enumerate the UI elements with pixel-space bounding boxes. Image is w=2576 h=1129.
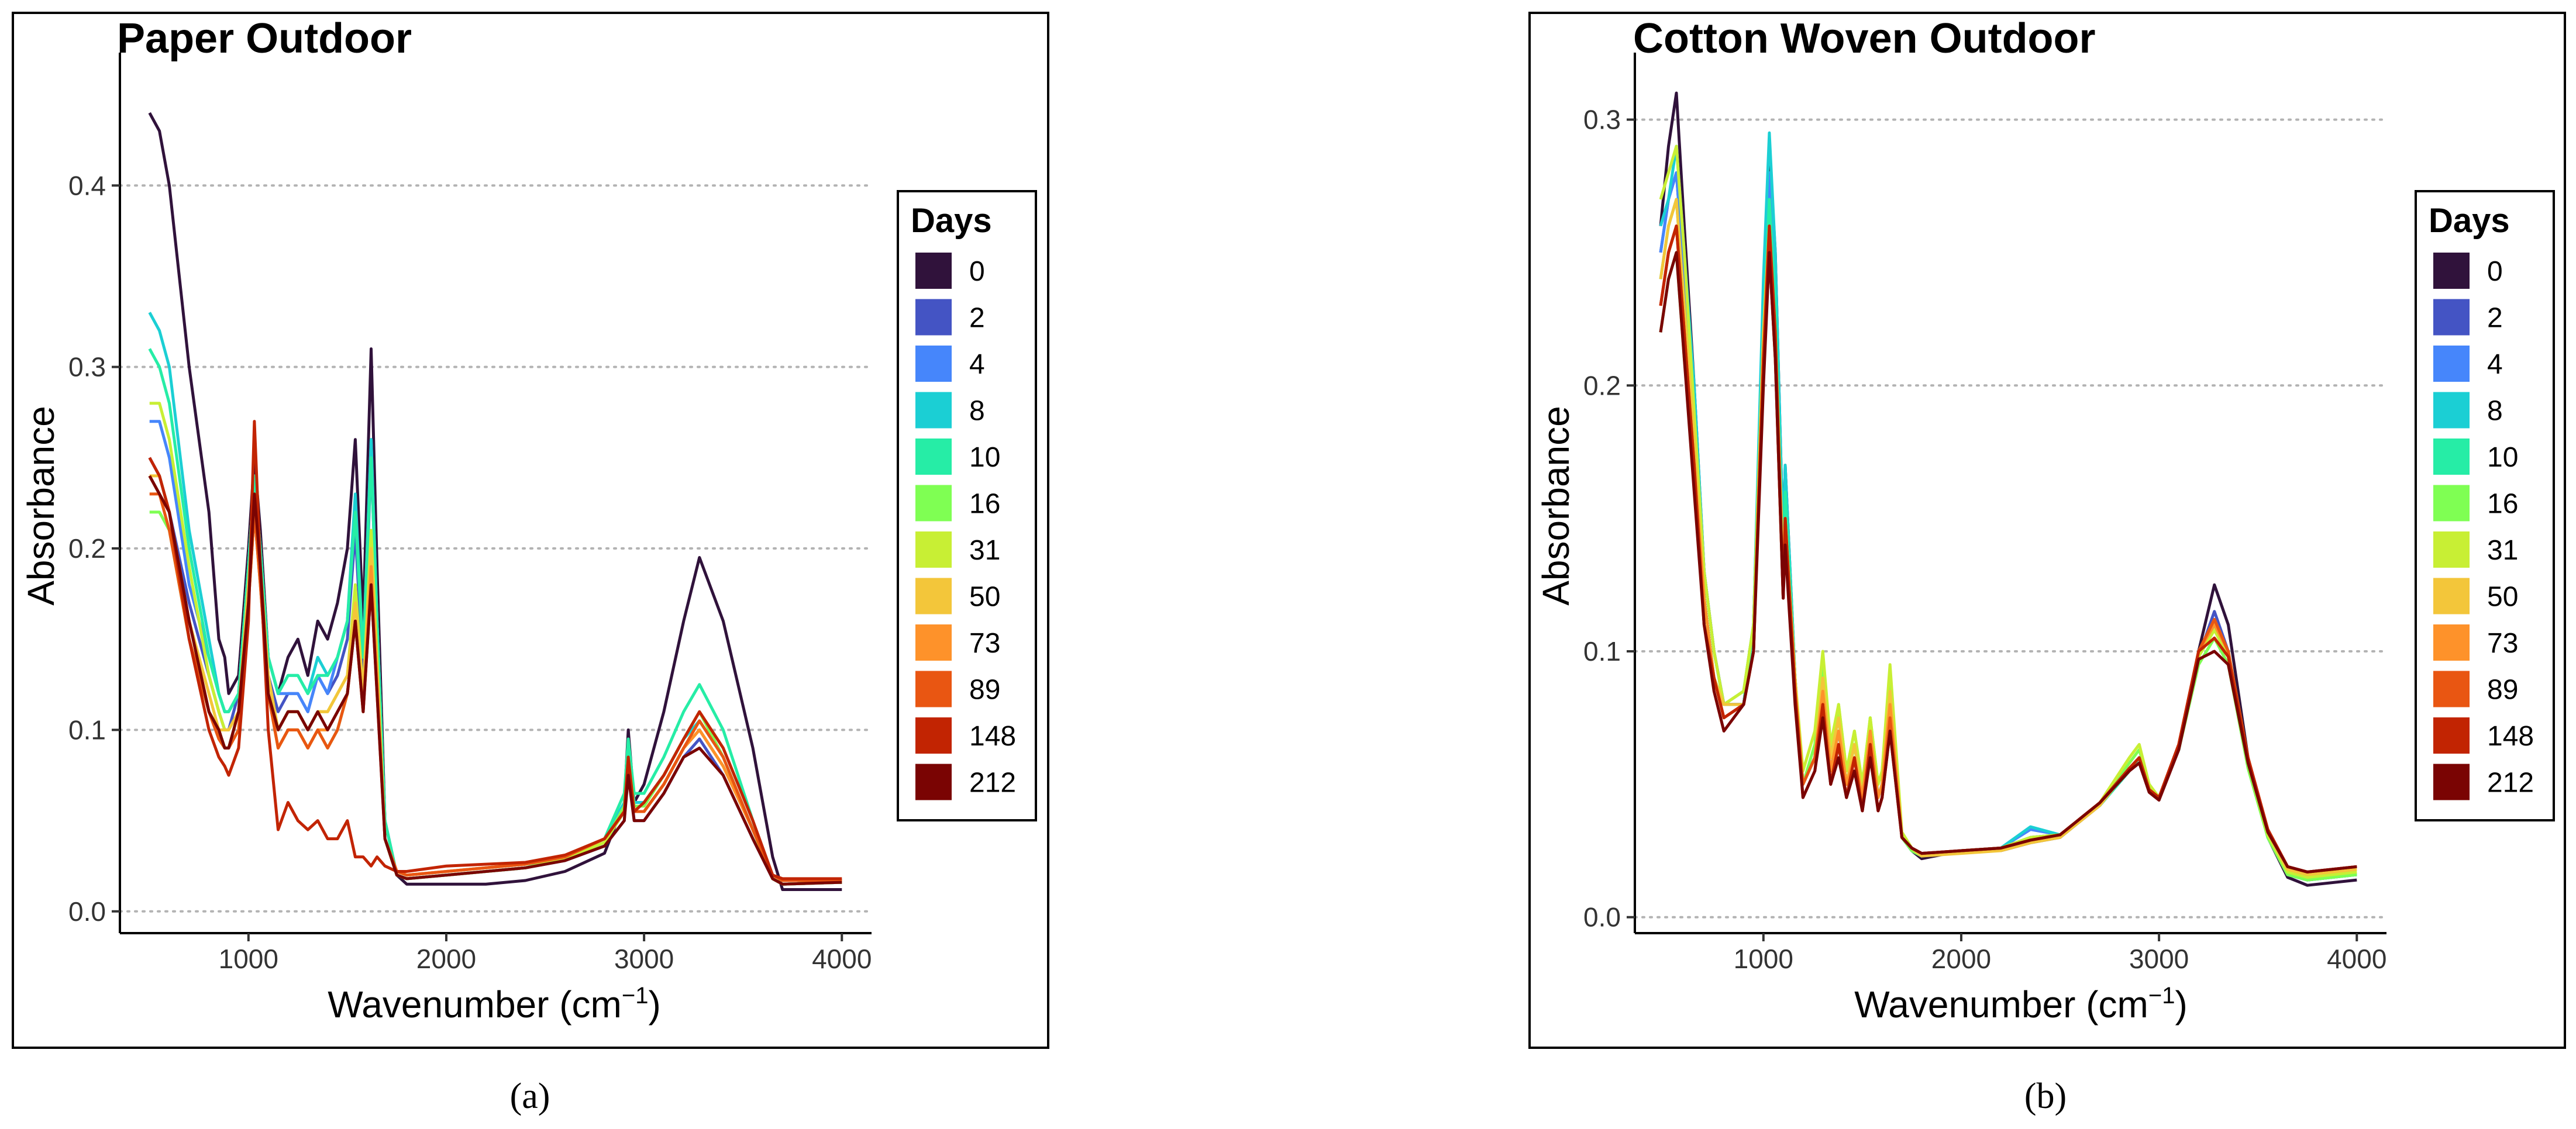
panel-a-y-tick-label: 0.1 [68, 714, 106, 745]
panel-b-caption: (b) [2024, 1076, 2067, 1116]
panel-a-x-label-main: Wavenumber (cm [328, 983, 622, 1026]
panel-b-legend-label-16: 16 [2487, 489, 2518, 520]
panel-a-y-tick-label: 0.3 [68, 352, 106, 382]
panel-a-x-tick-label: 3000 [614, 944, 674, 974]
panel-b-legend-swatch-4 [2433, 346, 2470, 382]
panel-a-legend-label-148: 148 [969, 721, 1016, 752]
panel-b-legend-swatch-10 [2433, 439, 2470, 475]
panel-b-legend-label-50: 50 [2487, 582, 2518, 613]
panel-a-legend-title: Days [911, 202, 992, 240]
panel-b-legend-label-2: 2 [2487, 303, 2503, 334]
panel-a-legend-label-212: 212 [969, 768, 1016, 799]
panel-b-legend-label-4: 4 [2487, 349, 2503, 380]
panel-a-legend-swatch-212 [915, 764, 952, 800]
panel-b-y-tick-label: 0.1 [1583, 636, 1621, 667]
panel-a-series-10 [148, 348, 842, 886]
panel-b-legend-swatch-148 [2433, 717, 2470, 754]
panel-a-legend-label-31: 31 [969, 535, 1000, 566]
panel-b-legend-label-212: 212 [2487, 768, 2534, 799]
panel-a-legend-swatch-16 [915, 485, 952, 522]
panel-b-legend: Days 0 2 4 8 10 16 31 50 73 89 148 212 [2415, 190, 2555, 821]
panel-a-legend-entries: 0 2 4 8 10 16 31 50 73 89 148 212 [915, 253, 1016, 800]
panel-a-x-label-sup: −1 [622, 983, 649, 1009]
panel-b-legend-label-89: 89 [2487, 675, 2518, 706]
panel-b-plot-area: 0.0 0.1 0.2 0.3 1000 2000 3000 4000 [1583, 53, 2388, 974]
panel-a-legend-label-16: 16 [969, 489, 1000, 520]
panel-a-title: Paper Outdoor [117, 15, 412, 62]
panel-b-y-label: Absorbance [1535, 406, 1577, 606]
panel-b-x-tick-label: 4000 [2327, 944, 2386, 974]
panel-a-x-label: Wavenumber (cm−1) [328, 983, 661, 1026]
panel-b-y-tick-label: 0.2 [1583, 370, 1621, 400]
panel-b-series-212 [1659, 251, 2357, 873]
panel-a-legend-label-2: 2 [969, 303, 985, 334]
panel-b-legend-swatch-31 [2433, 531, 2470, 568]
panel-a-plot-area: 0.0 0.1 0.2 0.3 0.4 1000 2000 3000 4000 [68, 53, 873, 974]
panel-a-x-label-close: ) [648, 983, 660, 1026]
panel-a: Paper Outdoor Absorbance Wavenumber (cm−… [12, 12, 1049, 1049]
panel-a-x-tick-label: 1000 [219, 944, 278, 974]
panel-b-legend-label-0: 0 [2487, 256, 2503, 287]
panel-a-series-212 [148, 475, 842, 886]
panel-b-legend-swatch-0 [2433, 253, 2470, 289]
panel-a-legend-swatch-2 [915, 299, 952, 336]
panel-b-x-label-sup: −1 [2148, 983, 2175, 1009]
panel-a-legend-label-10: 10 [969, 442, 1000, 473]
panel-a-series-148 [148, 420, 842, 881]
panel-a-legend-swatch-50 [915, 578, 952, 614]
panel-b-legend-swatch-73 [2433, 624, 2470, 661]
panel-b-legend-swatch-2 [2433, 299, 2470, 336]
panel-a-series-16 [149, 510, 842, 886]
panel-a-legend-swatch-89 [915, 671, 952, 707]
panel-b-legend-label-8: 8 [2487, 396, 2503, 427]
panel-a-legend: Days 0 2 4 8 10 16 31 50 73 89 148 212 [897, 190, 1037, 821]
panel-a-caption: (a) [510, 1076, 550, 1116]
panel-a-legend-label-8: 8 [969, 396, 985, 427]
panel-a-legend-swatch-4 [915, 346, 952, 382]
panel-a-x-tick-label: 2000 [416, 944, 476, 974]
panel-b-x-tick-label: 1000 [1734, 944, 1793, 974]
panel-a-legend-swatch-148 [915, 717, 952, 754]
panel-b-legend-swatch-50 [2433, 578, 2470, 614]
panel-b-x-tick-label: 3000 [2129, 944, 2189, 974]
panel-b-legend-title: Days [2429, 202, 2510, 240]
panel-b-legend-label-148: 148 [2487, 721, 2534, 752]
panel-a-legend-label-0: 0 [969, 256, 985, 287]
panel-b-legend-swatch-89 [2433, 671, 2470, 707]
panel-b-y-tick-label: 0.0 [1583, 902, 1621, 933]
panel-a-legend-label-4: 4 [969, 349, 985, 380]
panel-a-legend-swatch-73 [915, 624, 952, 661]
panel-a-legend-label-50: 50 [969, 582, 1000, 613]
panel-a-legend-label-73: 73 [969, 628, 1000, 659]
panel-b-title: Cotton Woven Outdoor [1633, 15, 2096, 62]
panel-a-y-tick-label: 0.2 [68, 533, 106, 564]
panel-b-frame [1528, 12, 2566, 1049]
panel-b-legend-entries: 0 2 4 8 10 16 31 50 73 89 148 212 [2433, 253, 2534, 800]
panel-a-legend-swatch-31 [915, 531, 952, 568]
panel-a-y-label: Absorbance [20, 406, 62, 606]
panel-b-x-label: Wavenumber (cm−1) [1854, 983, 2188, 1026]
panel-b-legend-swatch-212 [2433, 764, 2470, 800]
panel-a-legend-swatch-0 [915, 253, 952, 289]
panel-b-legend-label-73: 73 [2487, 628, 2518, 659]
panel-b-x-tick-label: 2000 [1931, 944, 1991, 974]
panel-b-legend-label-10: 10 [2487, 442, 2518, 473]
panel-a-legend-swatch-8 [915, 392, 952, 429]
panel-a-legend-swatch-10 [915, 439, 952, 475]
panel-a-frame [12, 12, 1049, 1049]
panel-b-y-tick-label: 0.3 [1583, 105, 1621, 135]
panel-b-legend-swatch-8 [2433, 392, 2470, 429]
panel-b-x-label-close: ) [2175, 983, 2187, 1026]
panel-b: Cotton Woven Outdoor Absorbance Wavenumb… [1528, 12, 2566, 1049]
panel-a-x-tick-label: 4000 [812, 944, 872, 974]
panel-b-legend-swatch-16 [2433, 485, 2470, 522]
panel-b-series-8 [1659, 131, 2357, 882]
panel-a-y-tick-label: 0.0 [68, 896, 106, 927]
panel-b-legend-label-31: 31 [2487, 535, 2518, 566]
panel-a-y-tick-label: 0.4 [68, 170, 106, 201]
panel-a-legend-label-89: 89 [969, 675, 1000, 706]
panel-b-x-label-main: Wavenumber (cm [1854, 983, 2148, 1026]
